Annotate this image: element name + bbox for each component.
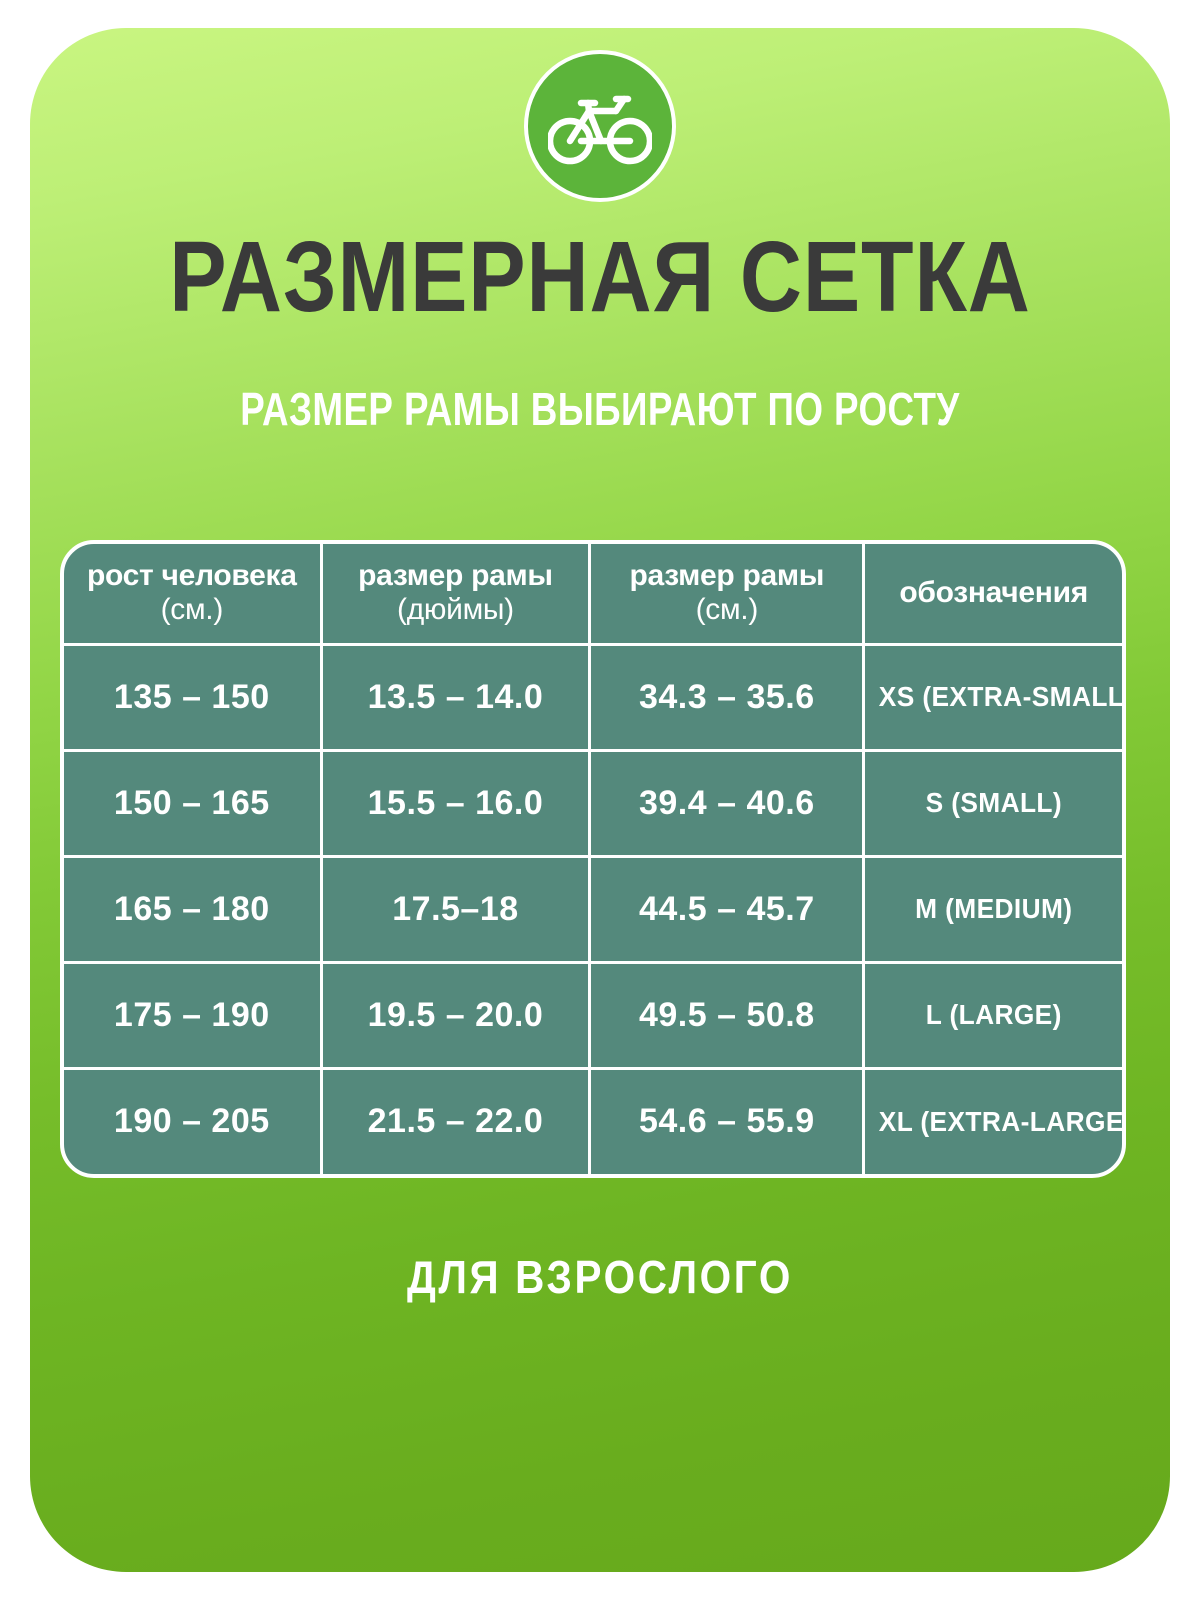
table-row: 165 – 180 17.5–18 44.5 – 45.7 M (MEDIUM) <box>64 856 1122 964</box>
page-footer: ДЛЯ ВЗРОСЛОГО <box>407 1251 793 1303</box>
header-line-1: размер рамы <box>358 559 553 593</box>
badge-container <box>30 50 1170 202</box>
cell-frame-cm: 54.6 – 55.9 <box>589 1068 866 1174</box>
header-line-1: размер рамы <box>629 559 825 593</box>
table-header-row: рост человека (см.) размер рамы (дюймы) … <box>64 544 1122 646</box>
cell-designation: XS (EXTRA-SMALL) <box>871 644 1122 752</box>
bicycle-badge <box>524 50 676 202</box>
header-line-2: (дюймы) <box>397 593 514 627</box>
page-subtitle: РАЗМЕР РАМЫ ВЫБИРАЮТ ПО РОСТУ <box>240 383 960 435</box>
column-header-designation: обозначения <box>863 544 1122 646</box>
cell-height: 175 – 190 <box>64 962 323 1070</box>
header-line-2: (см.) <box>695 593 759 627</box>
table-row: 135 – 150 13.5 – 14.0 34.3 – 35.6 XS (EX… <box>64 644 1122 752</box>
table-header: рост человека (см.) размер рамы (дюймы) … <box>64 544 1122 646</box>
cell-frame-inches: 15.5 – 16.0 <box>321 750 592 858</box>
cell-frame-cm: 44.5 – 45.7 <box>589 856 866 964</box>
table-body: 135 – 150 13.5 – 14.0 34.3 – 35.6 XS (EX… <box>64 644 1122 1174</box>
table-row: 175 – 190 19.5 – 20.0 49.5 – 50.8 L (LAR… <box>64 962 1122 1070</box>
column-header-frame-inches: размер рамы (дюймы) <box>321 544 592 646</box>
page-title: РАЗМЕРНАЯ СЕТКА <box>169 221 1031 333</box>
table-row: 150 – 165 15.5 – 16.0 39.4 – 40.6 S (SMA… <box>64 750 1122 858</box>
cell-frame-inches: 17.5–18 <box>321 856 592 964</box>
cell-height: 135 – 150 <box>64 644 323 752</box>
column-header-height: рост человека (см.) <box>64 544 323 646</box>
cell-frame-cm: 39.4 – 40.6 <box>589 750 866 858</box>
size-chart-poster: РАЗМЕРНАЯ СЕТКА РАЗМЕР РАМЫ ВЫБИРАЮТ ПО … <box>30 28 1170 1572</box>
cell-frame-inches: 19.5 – 20.0 <box>321 962 592 1070</box>
cell-designation: XL (EXTRA-LARGE) <box>878 1105 1126 1137</box>
cell-designation: M (MEDIUM) <box>871 856 1115 964</box>
column-header-frame-cm: размер рамы (см.) <box>589 544 866 646</box>
header-line-2: (см.) <box>160 593 224 627</box>
header-line-1: рост человека <box>87 559 297 593</box>
cell-frame-cm: 49.5 – 50.8 <box>589 962 866 1070</box>
header-line-1: обозначения <box>899 576 1088 610</box>
cell-frame-inches: 21.5 – 22.0 <box>321 1068 592 1174</box>
table-row: 190 – 205 21.5 – 22.0 54.6 – 55.9 XL (EX… <box>64 1068 1122 1174</box>
size-table-container: рост человека (см.) размер рамы (дюймы) … <box>60 540 1126 1178</box>
cell-frame-inches: 13.5 – 14.0 <box>321 644 592 752</box>
cell-height: 165 – 180 <box>64 856 323 964</box>
cell-designation: L (LARGE) <box>871 962 1115 1070</box>
cell-height: 190 – 205 <box>64 1068 323 1174</box>
cell-frame-cm: 34.3 – 35.6 <box>589 644 866 752</box>
cell-height: 150 – 165 <box>64 750 323 858</box>
size-table: рост человека (см.) размер рамы (дюймы) … <box>64 544 1122 1174</box>
cell-designation: S (SMALL) <box>871 750 1115 858</box>
bicycle-icon <box>548 87 652 165</box>
